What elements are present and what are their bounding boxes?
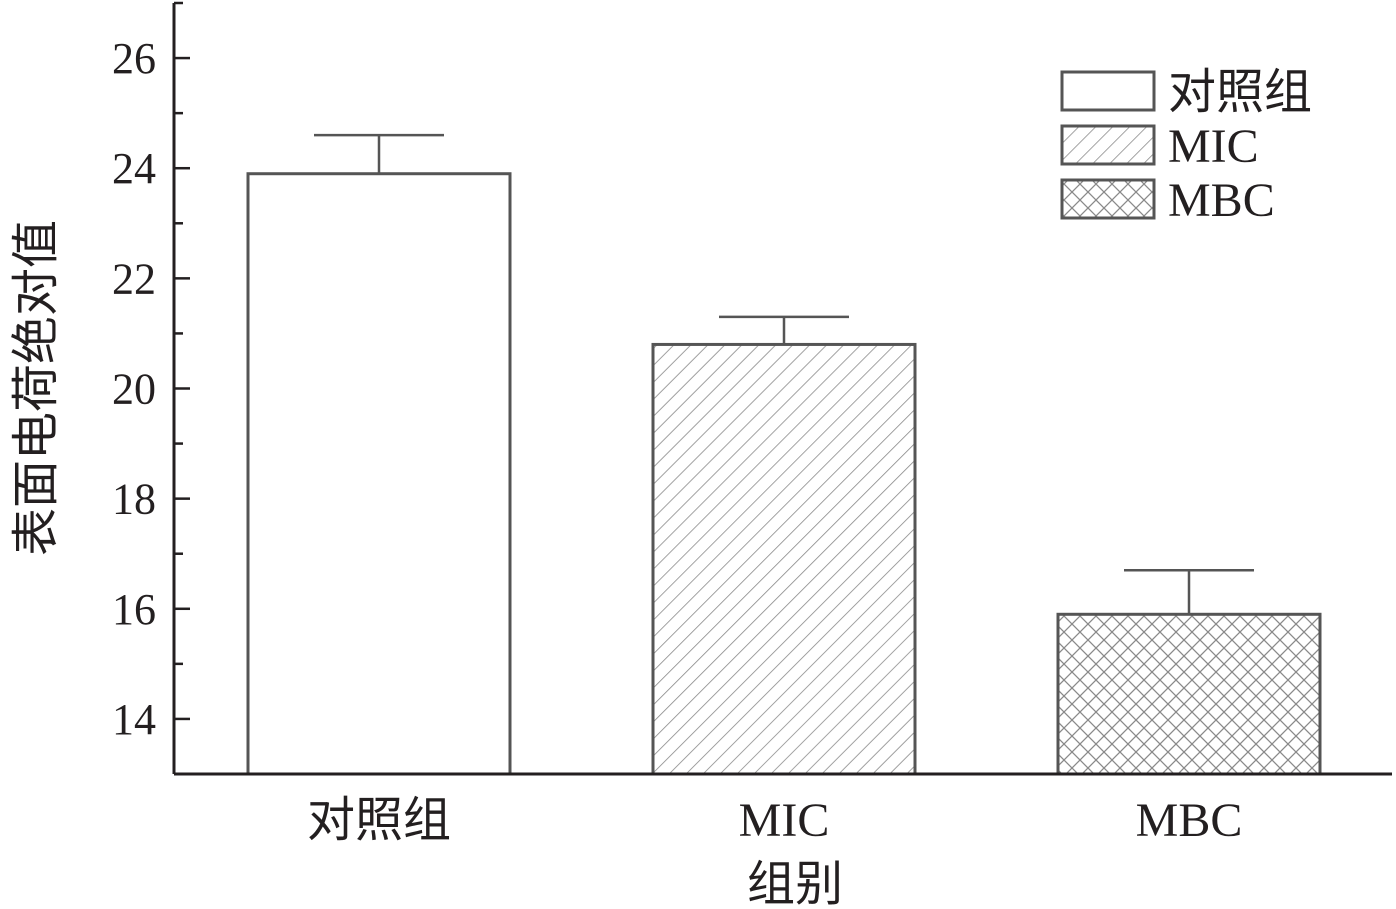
legend-swatch bbox=[1060, 124, 1156, 166]
legend-swatch bbox=[1060, 178, 1156, 220]
y-tick-label: 26 bbox=[112, 34, 156, 83]
error-bar-2 bbox=[719, 315, 849, 345]
y-tick-label: 18 bbox=[112, 475, 156, 524]
y-tick-label: 22 bbox=[112, 254, 156, 303]
error-bar-1 bbox=[314, 133, 444, 174]
legend-label: MBC bbox=[1168, 174, 1275, 227]
error-bar-3 bbox=[1124, 568, 1254, 615]
legend-swatch bbox=[1060, 70, 1156, 112]
x-tick-label: MIC bbox=[739, 794, 830, 847]
legend-item-2: MIC bbox=[1060, 120, 1259, 173]
x-labels-group: 对照组 MIC MBC bbox=[307, 794, 1242, 847]
legend-label: MIC bbox=[1168, 120, 1259, 173]
y-ticks-group: 14 16 18 20 22 24 26 bbox=[112, 1, 190, 776]
y-tick-label: 14 bbox=[112, 695, 156, 744]
y-tick-label: 24 bbox=[112, 144, 156, 193]
bars-group bbox=[246, 172, 1322, 776]
x-tick-label: 对照组 bbox=[307, 794, 451, 847]
x-axis-title: 组别 bbox=[747, 858, 843, 909]
bar-2 bbox=[651, 342, 917, 776]
bar-1 bbox=[246, 172, 512, 776]
x-tick-label: MBC bbox=[1136, 794, 1243, 847]
y-tick-label: 20 bbox=[112, 365, 156, 414]
legend-item-3: MBC bbox=[1060, 174, 1275, 227]
legend-item-1: 对照组 bbox=[1060, 66, 1312, 119]
y-axis-title: 表面电荷绝对值 bbox=[10, 220, 63, 556]
bar-3 bbox=[1056, 612, 1322, 776]
y-tick-label: 16 bbox=[112, 585, 156, 634]
error-bars-group bbox=[314, 133, 1254, 615]
legend-label: 对照组 bbox=[1168, 66, 1312, 119]
